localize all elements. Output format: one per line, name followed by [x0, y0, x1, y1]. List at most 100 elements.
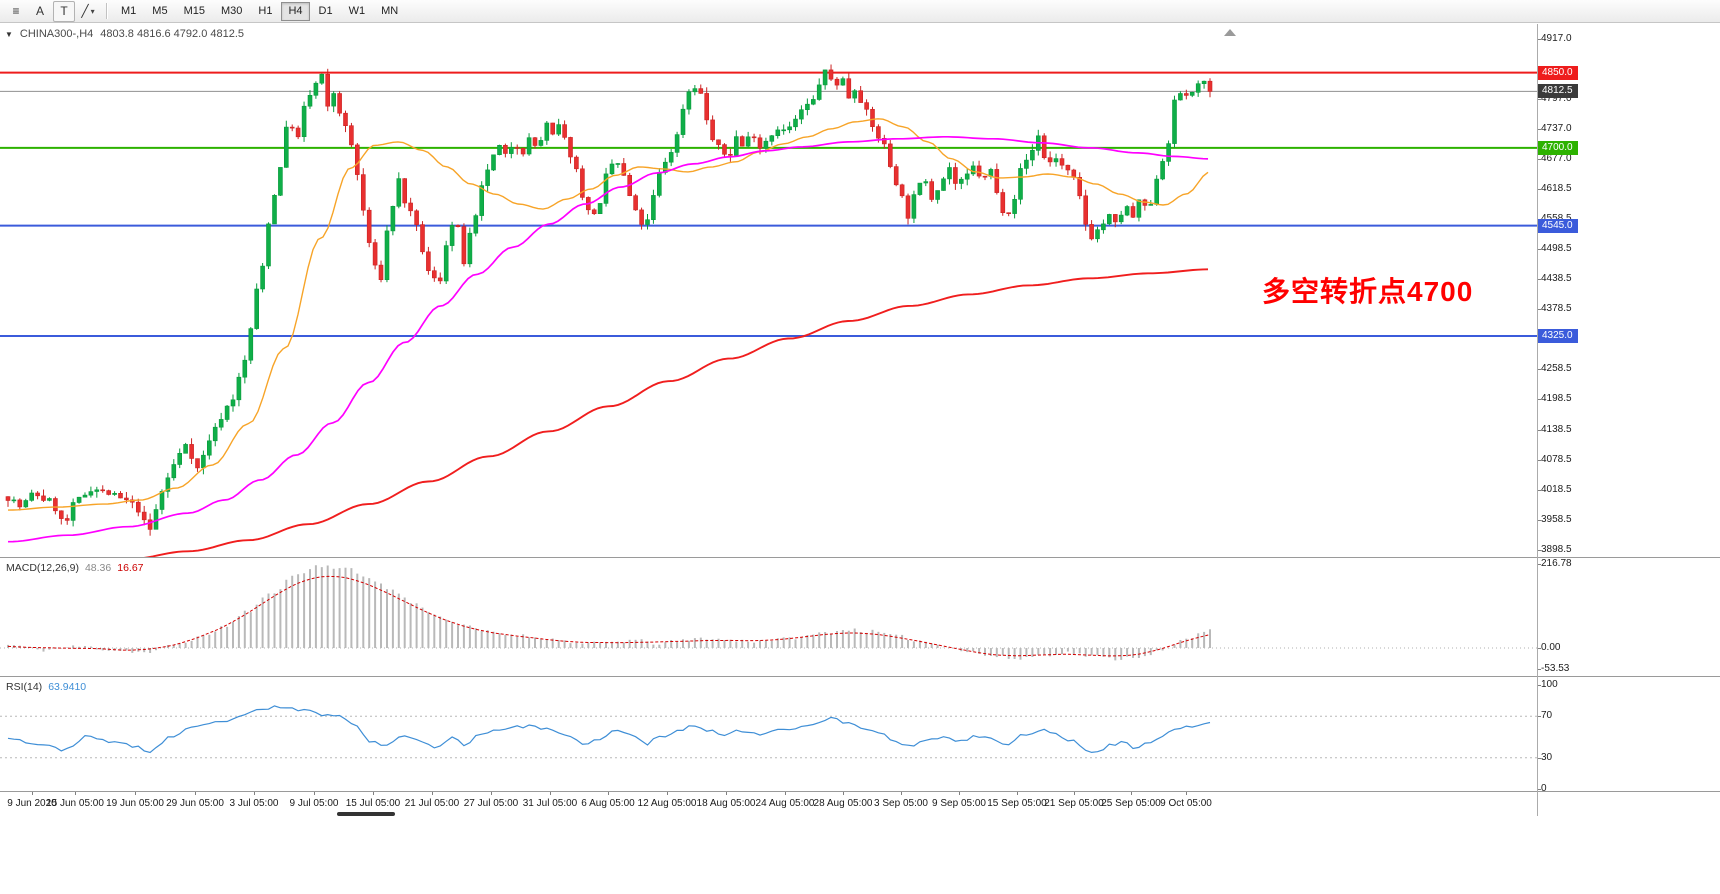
- candle-body: [1065, 164, 1071, 171]
- time-axis-tick: [432, 792, 433, 795]
- candle-body: [230, 399, 236, 407]
- candle-body: [645, 219, 650, 225]
- candle-body: [201, 454, 206, 469]
- candle-body: [1160, 161, 1165, 180]
- timeframe-button-w1[interactable]: W1: [348, 5, 366, 17]
- timeframe-button-m1[interactable]: M1: [121, 5, 137, 17]
- timeframe-button-h1[interactable]: H1: [258, 5, 273, 17]
- candle-body: [864, 102, 869, 110]
- candle-body: [295, 127, 301, 138]
- ohlc-values: 4803.8 4816.6 4792.0 4812.5: [100, 28, 245, 40]
- rsi-axis-label: 30: [1541, 752, 1553, 763]
- axis-separator: [1537, 24, 1538, 816]
- candle-body: [526, 137, 532, 155]
- rsi-line: [7, 705, 1211, 754]
- macd-name: MACD(12,26,9): [6, 562, 79, 574]
- time-axis-label: 25 Sep 05:00: [1101, 798, 1161, 809]
- toolbar-separator: [106, 3, 107, 19]
- price-axis-tick: [1537, 520, 1541, 521]
- candle-body: [337, 93, 342, 114]
- price-axis-tick: [1537, 369, 1541, 370]
- ma-slow-red[interactable]: [8, 268, 1209, 557]
- candle-body: [728, 154, 733, 156]
- candle-body: [656, 172, 662, 196]
- timeframe-button-mn[interactable]: MN: [381, 5, 399, 17]
- candle-body: [580, 168, 585, 198]
- time-axis-label: 3 Sep 05:00: [874, 798, 928, 809]
- candle-body: [378, 264, 384, 281]
- candle-body: [236, 376, 242, 401]
- candle-body: [1172, 99, 1177, 144]
- price-axis-tick: [1537, 189, 1541, 190]
- price-axis-label: 4618.5: [1541, 183, 1572, 194]
- candle-body: [141, 511, 147, 521]
- candle-body: [532, 137, 538, 146]
- candle-body: [1154, 178, 1159, 205]
- candle-body: [64, 518, 70, 521]
- candle-body: [70, 502, 76, 521]
- timeframe-button-m30[interactable]: M30: [220, 5, 243, 17]
- candle-body: [550, 122, 556, 135]
- price-axis-label: 4677.0: [1541, 153, 1572, 164]
- candle-body: [953, 167, 958, 184]
- main-toolbar: ≡ A T ╱ ▾ M1 M5 M15 M30 H1 H4 D1 W1 MN: [0, 0, 1720, 23]
- rsi-canvas[interactable]: [0, 677, 1720, 791]
- scrollbar-thumb[interactable]: [337, 812, 395, 816]
- time-axis-label: 29 Jun 05:00: [166, 798, 224, 809]
- candle-body: [520, 147, 526, 155]
- rsi-value: 63.9410: [48, 681, 87, 693]
- candle-body: [343, 112, 348, 126]
- candle-body: [1178, 93, 1183, 101]
- macd-canvas[interactable]: [0, 558, 1720, 676]
- candle-body: [1195, 83, 1201, 93]
- drawing-tools-group: ≡ A T ╱ ▾: [4, 0, 100, 22]
- candle-body: [497, 145, 502, 156]
- candle-body: [29, 492, 35, 501]
- rsi-label: RSI(14) 63.9410: [6, 681, 86, 693]
- price-chart-panel[interactable]: ▼ CHINA300-,H4 4803.8 4816.6 4792.0 4812…: [0, 24, 1720, 557]
- candle-body: [183, 444, 188, 454]
- time-axis-label: 3 Jul 05:00: [229, 798, 279, 809]
- time-axis-label: 15 Jul 05:00: [345, 798, 401, 809]
- time-axis-label: 28 Aug 05:00: [813, 798, 873, 809]
- price-axis-label: 4378.5: [1541, 303, 1572, 314]
- time-axis-label: 9 Jul 05:00: [289, 798, 339, 809]
- candle-body: [1012, 199, 1017, 214]
- price-chart-canvas[interactable]: [0, 24, 1720, 557]
- timeframe-button-h4[interactable]: H4: [281, 1, 310, 21]
- candle-body: [165, 477, 171, 492]
- candle-body: [639, 209, 644, 225]
- macd-panel[interactable]: MACD(12,26,9) 48.36 16.67 216.78 0.00 -53.…: [0, 557, 1720, 676]
- symbol-dropdown-icon[interactable]: ▼: [5, 29, 13, 39]
- candle-body: [1071, 169, 1077, 178]
- price-axis-label: 4258.5: [1541, 363, 1572, 374]
- candle-body: [106, 490, 111, 495]
- ma-medium-magenta[interactable]: [7, 135, 1209, 543]
- candle-body: [1118, 214, 1124, 223]
- symbol-timeframe-label: CHINA300-,H4: [19, 28, 94, 40]
- shapes-tool-icon[interactable]: ╱ ▾: [81, 4, 95, 18]
- time-axis[interactable]: 9 Jun 2020 15 Jun 05:00 19 Jun 05:00 29 Jun…: [0, 791, 1720, 816]
- candle-body: [254, 288, 259, 329]
- timeframe-button-m15[interactable]: M15: [183, 5, 205, 17]
- candle-body: [692, 88, 698, 93]
- candle-body: [402, 178, 408, 204]
- arrow-label-icon[interactable]: A: [35, 4, 44, 18]
- rsi-axis-tick: [1537, 716, 1541, 717]
- chart-objects-icon[interactable]: ≡: [12, 4, 20, 18]
- candle-body: [11, 499, 17, 502]
- candle-body: [1041, 135, 1047, 159]
- text-tool-icon[interactable]: T: [53, 0, 75, 22]
- macd-signal-value: 16.67: [117, 562, 144, 574]
- timeframe-button-d1[interactable]: D1: [318, 5, 333, 17]
- timeframe-button-m5[interactable]: M5: [152, 5, 168, 17]
- ma-fast-orange[interactable]: [7, 118, 1209, 511]
- candle-body: [485, 169, 490, 186]
- chart-shift-marker[interactable]: [1224, 29, 1236, 36]
- candle-body: [958, 178, 964, 184]
- candle-body: [905, 195, 911, 219]
- candle-body: [591, 209, 597, 215]
- rsi-panel[interactable]: RSI(14) 63.9410 100 70 30 0: [0, 676, 1720, 794]
- price-axis-label: 4498.5: [1541, 243, 1572, 254]
- time-axis-tick: [32, 792, 33, 795]
